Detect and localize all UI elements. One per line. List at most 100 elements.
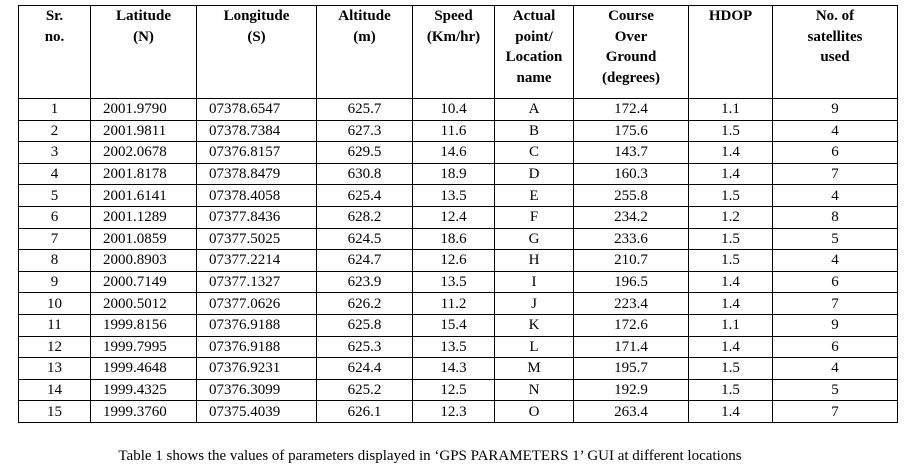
header-cell: Speed (Km/hr) [412,5,495,99]
table-row: 14 1999.4325 07376.3099 625.2 12.5 N 192.9 1.5 5 [18,378,898,402]
table-cell: 18.6 [412,227,495,251]
table-cell: 1.5 [688,249,773,272]
table-cell: 8 [18,249,91,272]
table-cell: 2001.6141 [90,184,197,207]
table-cell: 12.6 [412,249,495,272]
table-cell: 11.6 [412,119,495,143]
table-cell: 13.5 [412,184,495,207]
table-cell: 1.1 [688,98,773,121]
table-cell: 13.5 [412,270,495,294]
header-text: HDOP [708,8,753,24]
table-cell: 07378.7384 [196,119,317,143]
table-cell: 9 [772,98,898,121]
table-cell: 1.5 [688,184,773,207]
header-text: Over [614,28,648,45]
table-cell: 5 [772,227,898,251]
table-cell: 15 [18,400,91,423]
table-cell: 263.4 [573,400,689,423]
table-cell: 6 [18,205,91,229]
table-cell: 15.4 [412,313,495,337]
header-text: (degrees) [601,69,661,86]
table-cell: 1.5 [688,357,773,380]
header-cell: Longitude (S) [196,5,317,99]
header-text: Longitude [223,8,290,24]
table-cell: 2000.7149 [90,270,197,294]
table-cell: 07376.8157 [196,141,317,164]
table-cell: 2000.8903 [90,249,197,272]
table-cell: 07376.9231 [196,357,317,380]
table-cell: 143.7 [573,141,689,164]
table-cell: 7 [772,292,898,315]
header-text: (N) [133,28,154,45]
table-cell: 210.7 [573,249,689,272]
table-cell: 9 [18,270,91,294]
table-cell: 2001.1289 [90,205,197,229]
header-text: (Km/hr) [426,28,481,45]
table-row: 2 2001.9811 07378.7384 627.3 11.6 B 175.6 1.5 4 [18,119,898,143]
table-cell: 630.8 [316,162,413,186]
table-cell: 2000.5012 [90,292,197,315]
header-text: Course [608,8,654,24]
table-cell: J [494,292,574,315]
table-cell: 10.4 [412,98,495,121]
table-cell: 3 [18,141,91,164]
table-cell: 626.1 [316,400,413,423]
table-cell: 07377.5025 [196,227,317,251]
table-cell: 2001.8178 [90,162,197,186]
table-cell: 1.4 [688,335,773,359]
table-cell: 628.2 [316,205,413,229]
table-cell: 1.4 [688,162,773,186]
table-cell: 07376.9188 [196,313,317,337]
table-cell: 2002.0678 [90,141,197,164]
table-cell: 12.5 [412,378,495,402]
table-row: 13 1999.4648 07376.9231 624.4 14.3 M 195.7 1.5 4 [18,357,898,380]
header-text: Location [505,49,563,65]
table-body: 1 2001.9790 07378.6547 625.7 10.4 A 172.4 1.1 9 2… [18,98,898,423]
header-text: used [820,49,850,65]
table-row: 11 1999.8156 07376.9188 625.8 15.4 K 172.6 1.1 9 [18,313,898,337]
table-cell: 625.2 [316,378,413,402]
table-cell: 10 [18,292,91,315]
table-cell: 07376.9188 [196,335,317,359]
table-cell: 5 [18,184,91,207]
header-text: name [516,69,552,86]
table-cell: 5 [772,378,898,402]
table-cell: 9 [772,313,898,337]
header-cell: Sr. no. [18,5,91,99]
table-cell: 1.4 [688,400,773,423]
header-text: no. [44,28,65,45]
table-cell: 07376.3099 [196,378,317,402]
table-cell: 625.3 [316,335,413,359]
table-cell: 4 [18,162,91,186]
table-cell: 6 [772,141,898,164]
header-text: (S) [247,28,266,45]
table-row: 9 2000.7149 07377.1327 623.9 13.5 I 196.5 1.4 6 [18,270,898,294]
table-cell: 1.5 [688,227,773,251]
table-cell: 1.4 [688,141,773,164]
table-cell: B [494,119,574,143]
table-cell: 625.7 [316,98,413,121]
table-row: 15 1999.3760 07375.4039 626.1 12.3 O 263.4 1.4 7 [18,400,898,423]
table-cell: 14.6 [412,141,495,164]
table-cell: 624.7 [316,249,413,272]
header-cell: Actual point/Location name [494,5,574,99]
header-cell: HDOP [688,5,773,99]
table-cell: G [494,227,574,251]
header-text: Sr. [45,8,64,24]
table-cell: 6 [772,335,898,359]
table-cell: K [494,313,574,337]
table-cell: H [494,249,574,272]
table-row: 12 1999.7995 07376.9188 625.3 13.5 L 171.4 1.4 6 [18,335,898,359]
table-cell: 2001.9811 [90,119,197,143]
table-cell: 1999.3760 [90,400,197,423]
table-cell: 7 [772,162,898,186]
table-cell: 1999.4325 [90,378,197,402]
table-cell: 07377.0626 [196,292,317,315]
table-cell: 1.5 [688,119,773,143]
table-cell: O [494,400,574,423]
table-cell: 07377.2214 [196,249,317,272]
table-cell: F [494,205,574,229]
table-cell: 12 [18,335,91,359]
table-cell: 11.2 [412,292,495,315]
